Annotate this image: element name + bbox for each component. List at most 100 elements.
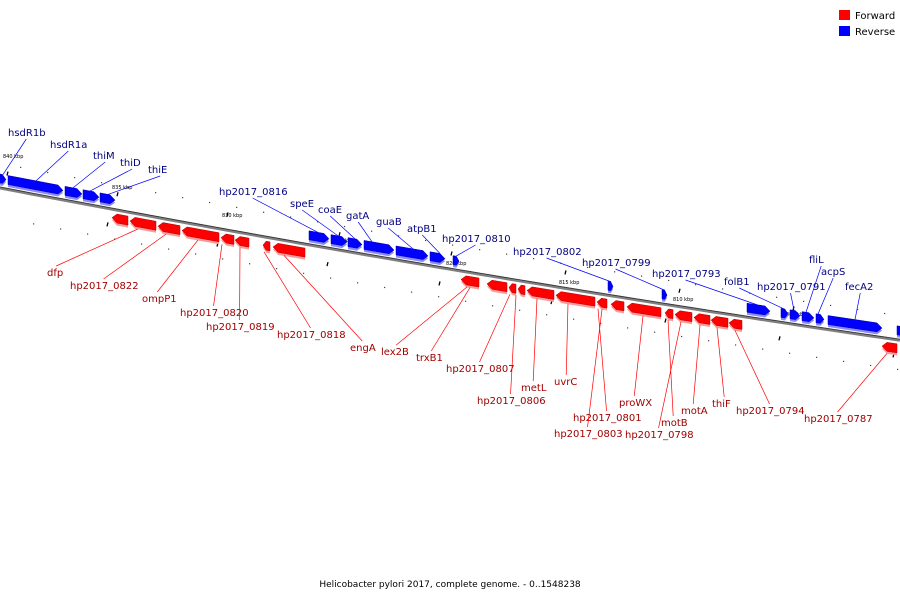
forward-gene-feature[interactable]	[626, 302, 662, 320]
guide-dot	[452, 244, 454, 246]
guide-dot	[762, 348, 764, 350]
guide-dot	[438, 296, 440, 298]
reverse-gene-leader	[2, 138, 27, 175]
forward-gene-label: hp2017_0807	[446, 364, 515, 375]
guide-dot	[411, 291, 413, 293]
forward-gene-feature-body	[693, 313, 711, 325]
forward-gene-feature[interactable]	[693, 313, 711, 327]
forward-gene-feature[interactable]	[272, 243, 306, 260]
forward-gene-label: hp2017_0822	[70, 281, 139, 292]
reverse-gene-feature[interactable]	[64, 186, 83, 201]
reverse-gene-feature-body	[815, 313, 825, 324]
forward-gene-feature[interactable]	[555, 291, 596, 309]
forward-gene-leader	[597, 308, 607, 412]
guide-dot	[587, 266, 589, 269]
reverse-gene-feature[interactable]	[746, 302, 771, 318]
forward-gene-feature[interactable]	[129, 217, 157, 233]
forward-gene-feature[interactable]	[486, 279, 508, 295]
reverse-gene-feature-body	[330, 234, 348, 246]
reverse-gene-feature[interactable]	[789, 309, 801, 323]
guide-dot	[398, 235, 400, 237]
reverse-gene-feature[interactable]	[347, 237, 363, 251]
scale-tick-minor	[778, 336, 781, 341]
forward-gene-feature[interactable]	[111, 213, 129, 228]
reverse-gene-feature[interactable]	[330, 234, 348, 249]
reverse-gene-feature[interactable]	[896, 325, 900, 338]
forward-gene-feature[interactable]	[674, 310, 693, 325]
reverse-gene-feature[interactable]	[815, 313, 825, 326]
guide-dot	[519, 309, 521, 311]
guide-dot	[803, 300, 805, 302]
guide-dot	[816, 356, 818, 358]
reverse-gene-feature[interactable]	[801, 311, 815, 325]
reverse-gene-feature[interactable]	[82, 189, 100, 204]
forward-gene-label: dfp	[47, 268, 63, 279]
forward-gene-leader	[283, 255, 363, 342]
reverse-gene-label: thiE	[148, 165, 167, 176]
reverse-gene-feature[interactable]	[395, 245, 429, 263]
reverse-gene-feature[interactable]	[661, 289, 668, 302]
forward-gene-feature-body	[486, 279, 508, 293]
scale-tick	[450, 251, 453, 256]
reverse-gene-feature[interactable]	[99, 192, 116, 207]
forward-gene-feature-body	[460, 275, 480, 288]
forward-gene-feature[interactable]	[664, 308, 674, 322]
forward-gene-feature[interactable]	[234, 236, 250, 250]
reverse-gene-feature[interactable]	[7, 175, 64, 197]
reverse-gene-feature[interactable]	[363, 240, 395, 257]
reverse-gene-feature[interactable]	[780, 308, 789, 321]
forward-gene-feature[interactable]	[710, 316, 729, 330]
forward-gene-feature[interactable]	[881, 342, 898, 356]
forward-gene-feature-body	[710, 316, 729, 328]
forward-gene-feature[interactable]	[220, 233, 235, 247]
scale-tick-label: 840 kbp	[3, 154, 23, 160]
forward-gene-feature-body	[555, 291, 596, 307]
reverse-gene-leader	[805, 265, 822, 313]
forward-gene-feature[interactable]	[262, 240, 271, 254]
reverse-gene-leader	[421, 234, 441, 254]
guide-dot	[506, 253, 508, 255]
forward-gene-feature-body	[220, 233, 235, 245]
genome-backbone-edge	[0, 186, 900, 340]
forward-gene-feature-body	[262, 240, 271, 252]
reverse-gene-feature-body	[82, 189, 100, 202]
reverse-gene-feature[interactable]	[452, 255, 460, 268]
forward-gene-feature[interactable]	[460, 275, 480, 290]
reverse-gene-feature-body	[395, 245, 429, 260]
forward-gene-feature[interactable]	[728, 318, 743, 332]
guide-dot	[654, 331, 656, 333]
guide-dot	[465, 300, 467, 302]
forward-gene-feature[interactable]	[181, 226, 220, 245]
reverse-gene-leader	[301, 209, 339, 237]
forward-gene-feature[interactable]	[610, 300, 625, 314]
forward-gene-leader	[396, 286, 468, 346]
forward-gene-feature-body	[181, 226, 220, 243]
reverse-gene-feature[interactable]	[429, 251, 446, 265]
forward-gene-leader	[213, 244, 223, 307]
reverse-gene-label: hp2017_0793	[652, 269, 721, 280]
reverse-gene-label: thiD	[120, 158, 141, 169]
scale-tick	[116, 192, 119, 197]
reverse-gene-feature[interactable]	[308, 230, 330, 245]
reverse-gene-leader	[685, 279, 758, 306]
legend-label-reverse: Reverse	[855, 27, 895, 38]
guide-dot	[74, 177, 76, 179]
reverse-gene-feature[interactable]	[607, 280, 614, 294]
forward-gene-leader	[692, 324, 701, 405]
forward-gene-feature[interactable]	[517, 284, 526, 298]
reverse-gene-feature[interactable]	[0, 173, 7, 186]
guide-dot	[870, 364, 872, 367]
guide-dot	[830, 304, 832, 307]
forward-gene-leader	[716, 327, 725, 398]
scale-tick-minor	[664, 318, 667, 323]
forward-gene-feature[interactable]	[526, 286, 555, 302]
guide-dot	[20, 166, 22, 169]
reverse-gene-label: folB1	[724, 277, 750, 288]
forward-gene-feature[interactable]	[157, 222, 181, 238]
reverse-gene-feature[interactable]	[827, 315, 883, 335]
legend: Forward Reverse	[839, 10, 895, 38]
forward-gene-feature[interactable]	[508, 283, 517, 296]
forward-gene-feature[interactable]	[596, 297, 608, 311]
forward-gene-leader	[633, 315, 644, 397]
scale-tick	[338, 232, 341, 237]
